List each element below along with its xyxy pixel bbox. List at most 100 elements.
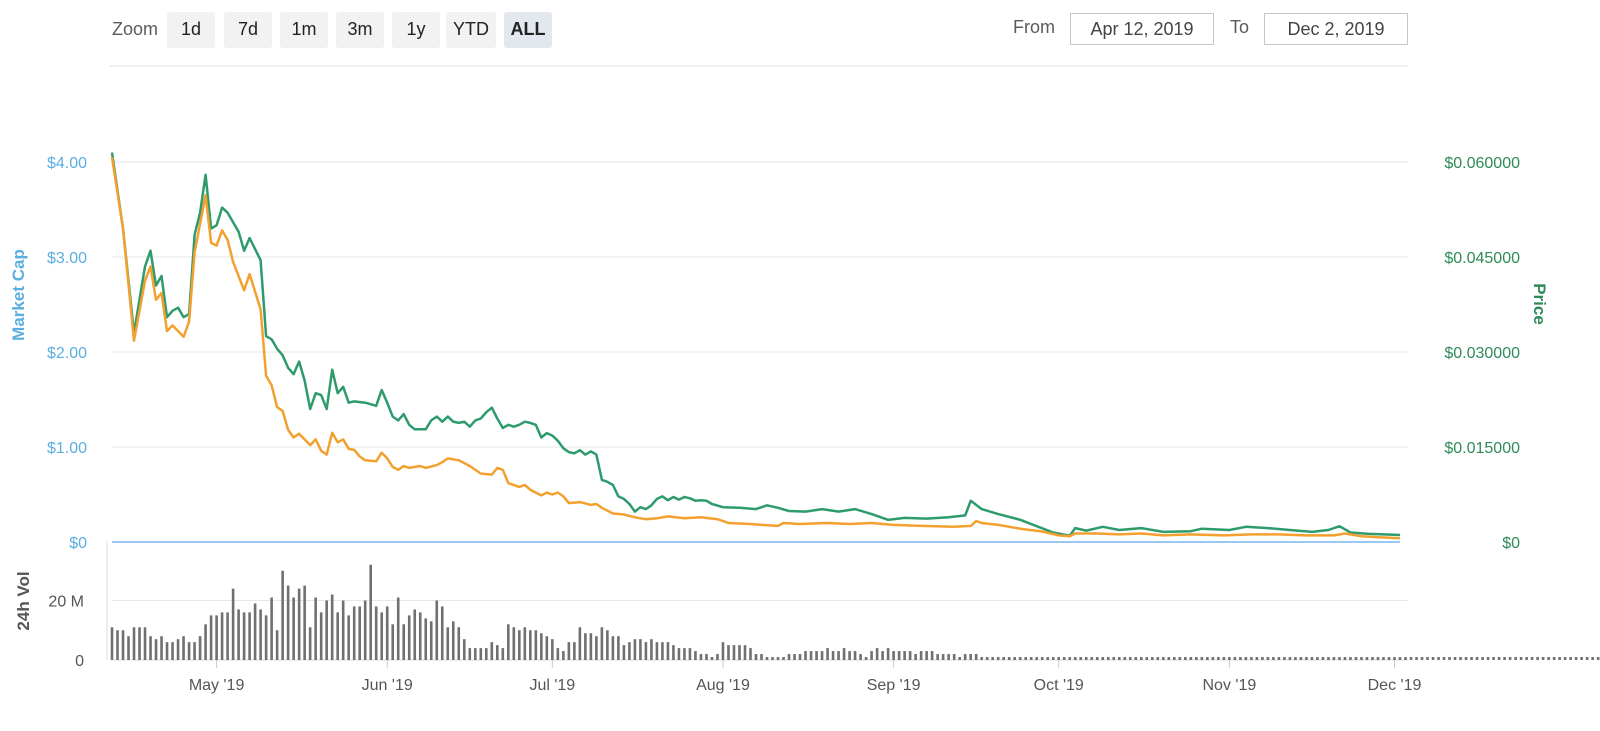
volume-bar — [1222, 657, 1226, 660]
x-axis-tick-label: Dec '19 — [1368, 677, 1422, 694]
zoom-1d-button[interactable]: 1d — [167, 12, 215, 48]
zoom-7d-button[interactable]: 7d — [224, 12, 272, 48]
x-axis-tick-label: Aug '19 — [696, 677, 750, 694]
volume-bar — [534, 630, 538, 660]
volume-bar — [468, 648, 472, 660]
zoom-ytd-button[interactable]: YTD — [446, 12, 496, 48]
volume-bar — [1162, 657, 1165, 660]
volume-bar — [749, 648, 752, 660]
volume-bar — [1398, 657, 1402, 660]
volume-bar — [600, 627, 604, 660]
volume-tick-label: 20 M — [48, 594, 84, 611]
volume-bar — [1057, 657, 1061, 660]
volume-bar — [738, 645, 741, 660]
volume-bar — [765, 657, 769, 660]
volume-bar — [1079, 657, 1083, 660]
volume-bar — [677, 648, 681, 660]
volume-bar — [358, 606, 361, 660]
volume-bar — [226, 612, 229, 660]
volume-bar — [941, 654, 945, 660]
volume-bar — [490, 642, 494, 660]
volume-bar — [418, 612, 422, 660]
volume-bar — [270, 597, 273, 660]
volume-bar — [1106, 657, 1110, 660]
volume-bar — [1376, 657, 1380, 660]
volume-bar — [1349, 657, 1352, 660]
from-date-input[interactable]: Apr 12, 2019 — [1070, 13, 1214, 45]
volume-bar — [220, 612, 224, 660]
volume-bar — [1492, 657, 1495, 660]
volume-bar — [1151, 657, 1154, 660]
volume-bar — [352, 606, 356, 660]
volume-bar — [1365, 657, 1369, 660]
volume-bar — [980, 657, 983, 660]
volume-bar — [1409, 657, 1413, 660]
volume-bar — [1470, 657, 1473, 660]
volume-bar — [1420, 657, 1424, 660]
volume-bar — [347, 615, 350, 660]
volume-bar — [363, 600, 367, 660]
volume-bar — [507, 624, 510, 660]
volume-bar — [143, 627, 147, 660]
volume-bar — [683, 648, 686, 660]
volume-bar — [1277, 657, 1281, 660]
volume-bar — [336, 612, 339, 660]
volume-bar — [121, 630, 125, 660]
volume-bar — [760, 654, 763, 660]
volume-bar — [1184, 657, 1187, 660]
volume-bar — [1266, 657, 1270, 660]
volume-bar — [1288, 657, 1292, 660]
volume-bar — [881, 651, 884, 660]
volume-bar — [1167, 657, 1171, 660]
volume-bar — [1073, 657, 1077, 660]
volume-bar — [138, 627, 141, 660]
volume-bar — [314, 597, 317, 660]
volume-bar — [451, 621, 455, 660]
volume-bar — [1552, 657, 1556, 660]
volume-axis-title: 24h Vol — [14, 571, 33, 630]
volume-bar — [655, 642, 659, 660]
volume-bar — [666, 642, 670, 660]
volume-bar — [1128, 657, 1132, 660]
volume-bar — [330, 594, 334, 660]
volume-bar — [391, 624, 395, 660]
volume-bar — [1574, 657, 1578, 660]
zoom-3m-button[interactable]: 3m — [336, 12, 384, 48]
volume-bar — [793, 654, 796, 660]
volume-bar — [253, 603, 257, 660]
to-date-input[interactable]: Dec 2, 2019 — [1264, 13, 1408, 45]
volume-bar — [639, 639, 642, 660]
volume-bar — [1217, 657, 1220, 660]
volume-bar — [495, 645, 499, 660]
volume-bar — [919, 651, 923, 660]
from-label: From — [1013, 17, 1055, 37]
volume-bar — [650, 639, 653, 660]
volume-bar — [1475, 657, 1479, 660]
series-lines — [110, 152, 1401, 540]
volume-bar — [963, 654, 967, 660]
volume-bar — [193, 642, 196, 660]
volume-bar — [402, 624, 406, 660]
volume-bar — [545, 636, 549, 660]
volume-bar — [297, 588, 301, 660]
axes: $0 $0 $1.00 $0.015000 $2.00 $0.030000 $3.00 $0.… — [47, 155, 1520, 694]
volume-bar — [1448, 657, 1451, 660]
volume-bar — [611, 636, 615, 660]
volume-bar — [171, 642, 174, 660]
volume-bar — [1596, 657, 1600, 660]
volume-bar — [518, 630, 521, 660]
zoom-1y-button[interactable]: 1y — [392, 12, 440, 48]
volume-bar — [286, 585, 290, 660]
price-line — [110, 152, 1401, 537]
volume-bar — [1068, 657, 1072, 660]
zoom-all-button[interactable]: ALL — [504, 12, 552, 48]
to-label: To — [1230, 17, 1250, 37]
volume-bar — [716, 654, 719, 660]
volume-bar — [182, 636, 185, 660]
volume-bar — [1095, 657, 1099, 660]
volume-bar — [1305, 657, 1308, 660]
volume-bar — [1189, 657, 1193, 660]
volume-bar — [110, 627, 114, 660]
volume-bar — [776, 657, 780, 660]
zoom-1m-button[interactable]: 1m — [280, 12, 328, 48]
